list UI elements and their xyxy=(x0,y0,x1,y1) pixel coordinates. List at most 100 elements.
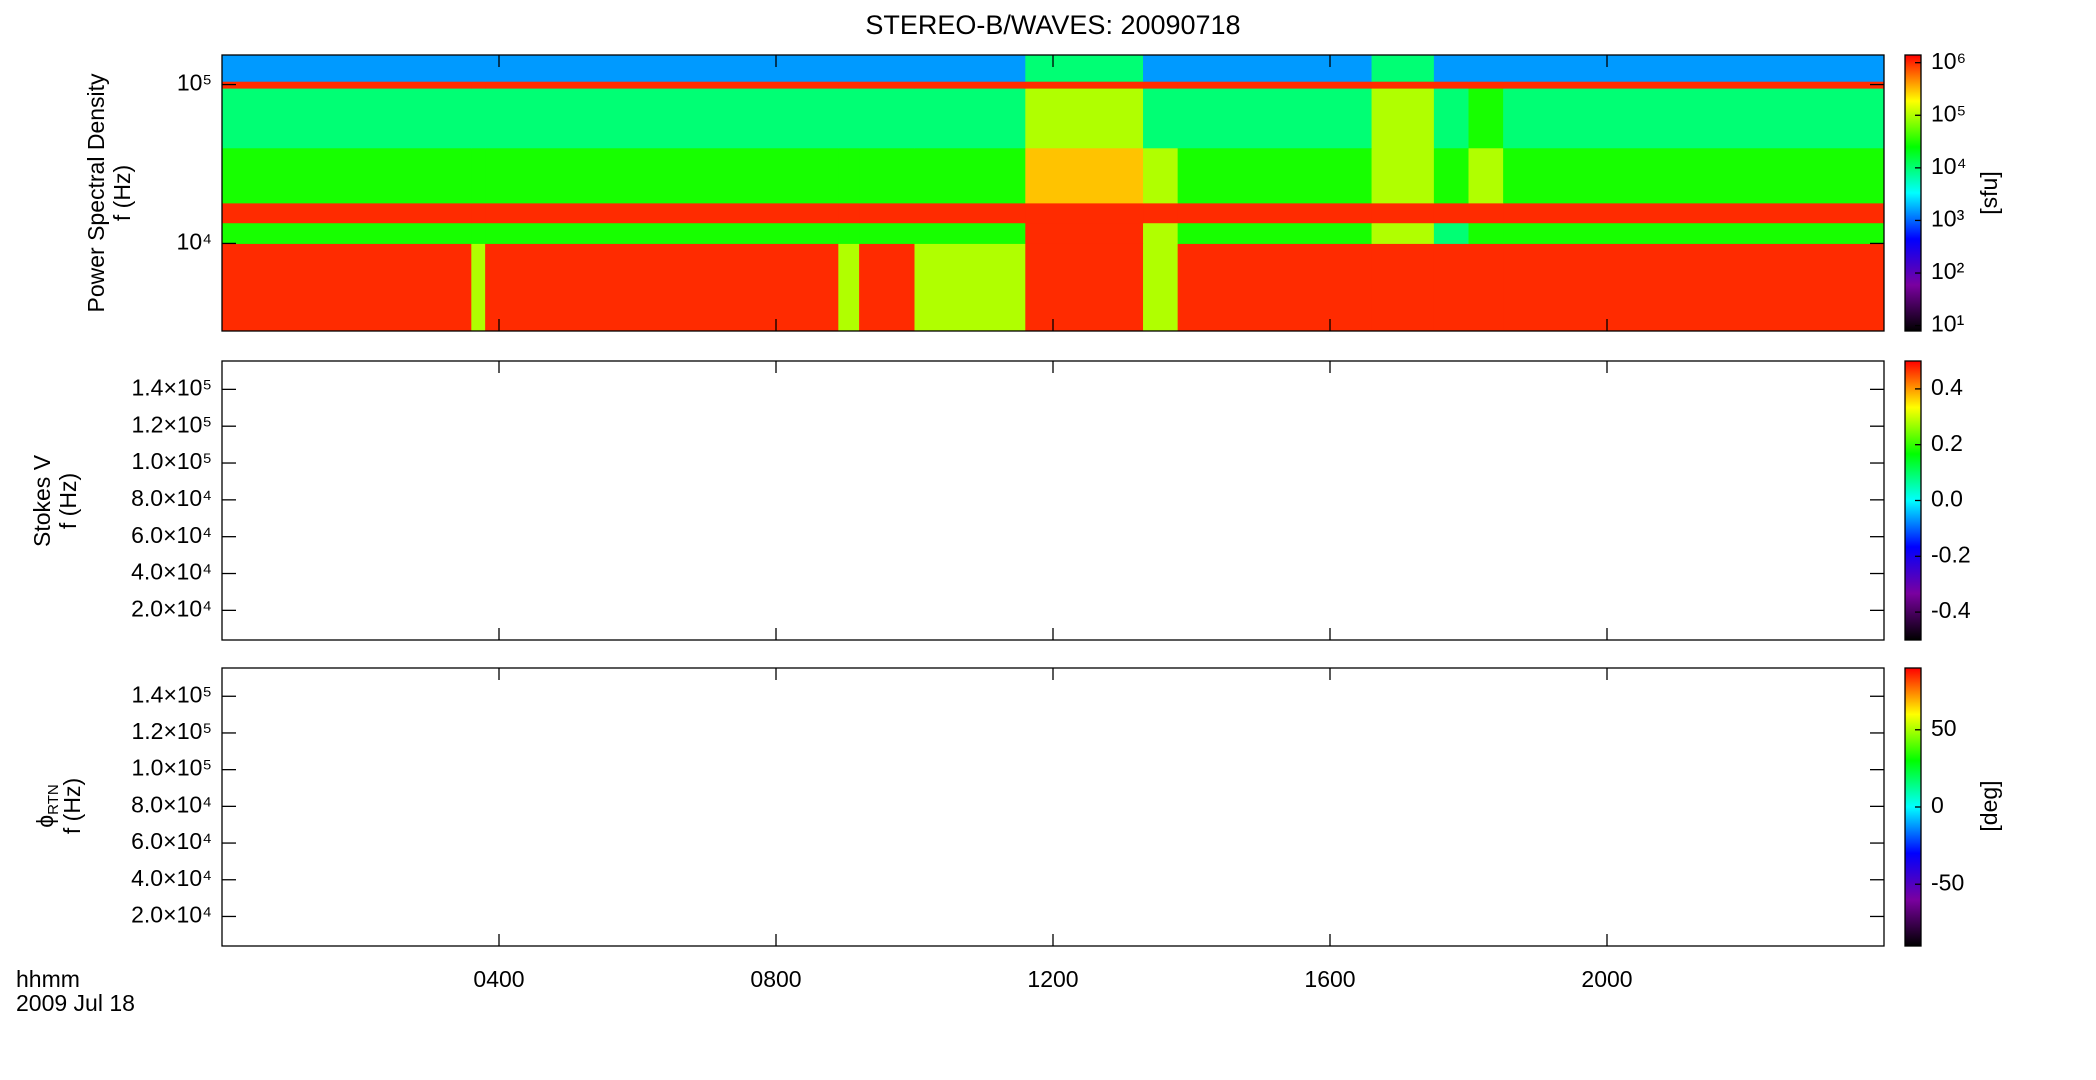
heatmap-cell xyxy=(838,88,860,149)
heatmap-cell xyxy=(914,243,1026,332)
heatmap-cell xyxy=(1468,81,1504,89)
heatmap-cell xyxy=(1503,243,1885,332)
heatmap-cell xyxy=(1025,202,1144,224)
colorbar-tick-label: 10⁶ xyxy=(1931,48,1966,74)
heatmap-cell xyxy=(222,55,472,82)
y-axis-label-group: f (Hz) xyxy=(55,473,81,529)
y-axis-label: ϕRTN xyxy=(32,784,62,827)
heatmap-cell xyxy=(1433,81,1469,89)
colorbar-tick-label: 10⁵ xyxy=(1931,100,1966,126)
heatmap-cell xyxy=(1143,88,1179,149)
y-tick-label: 6.0×10⁴ xyxy=(131,522,212,548)
y-tick-label: 1.4×10⁵ xyxy=(131,681,212,707)
heatmap-cell xyxy=(1503,222,1885,244)
heatmap-cell xyxy=(859,202,915,224)
heatmap-cell xyxy=(1177,147,1373,204)
y-axis-label-group: f (Hz) xyxy=(109,165,135,221)
heatmap-cell xyxy=(838,147,860,204)
heatmap-cell xyxy=(859,55,915,82)
heatmap-cell xyxy=(471,81,486,89)
heatmap-cell xyxy=(1503,81,1885,89)
heatmap-cell xyxy=(1177,243,1373,332)
y-tick-label: 2.0×10⁴ xyxy=(131,902,212,928)
heatmap-cell xyxy=(1025,222,1144,244)
y-axis-label: f (Hz) xyxy=(55,473,81,529)
x-tick-label: 1200 xyxy=(1027,966,1078,992)
heatmap-cell xyxy=(859,222,915,244)
y-tick-label: 1.0×10⁵ xyxy=(131,755,212,781)
heatmap-cell xyxy=(485,55,839,82)
heatmap-cell xyxy=(1371,81,1435,89)
heatmap-cell xyxy=(914,88,1026,149)
y-axis-label: f (Hz) xyxy=(59,778,85,834)
heatmap-cell xyxy=(1177,88,1373,149)
heatmap-cell xyxy=(1371,222,1435,244)
y-axis-label-group: f (Hz) xyxy=(59,778,85,834)
x-axis-label: hhmm xyxy=(16,966,80,992)
heatmap-cell xyxy=(914,222,1026,244)
heatmap-cell xyxy=(1468,88,1504,149)
heatmap-cell xyxy=(1433,147,1469,204)
colorbar-tick-label: 0.2 xyxy=(1931,430,1963,456)
y-axis-label-group: Power Spectral Density xyxy=(83,73,109,313)
heatmap-cell xyxy=(1371,88,1435,149)
colorbar-label-group: [deg] xyxy=(1976,780,2002,831)
y-tick-label: 10⁴ xyxy=(177,229,212,255)
y-tick-label: 10⁵ xyxy=(177,70,212,96)
y-tick-label: 1.0×10⁵ xyxy=(131,448,212,474)
plot-frame xyxy=(221,360,1885,641)
y-tick-label: 4.0×10⁴ xyxy=(131,865,212,891)
y-axis-label-group: Stokes V xyxy=(29,454,55,547)
heatmap-cell xyxy=(1433,243,1469,332)
heatmap-cell xyxy=(1143,202,1179,224)
heatmap-cell xyxy=(1143,55,1179,82)
heatmap-cell xyxy=(222,81,472,89)
y-tick-label: 1.4×10⁵ xyxy=(131,374,212,400)
heatmap-cell xyxy=(838,55,860,82)
y-axis-label: Power Spectral Density xyxy=(83,73,109,313)
colorbar-label: [deg] xyxy=(1976,780,2002,831)
heatmap-cell xyxy=(1025,88,1144,149)
heatmap-cell xyxy=(1371,202,1435,224)
heatmap-cell xyxy=(1177,202,1373,224)
heatmap-cell xyxy=(485,243,839,332)
y-tick-label: 2.0×10⁴ xyxy=(131,595,212,621)
heatmap-cell xyxy=(471,222,486,244)
colorbar-tick-label: -0.2 xyxy=(1931,541,1971,567)
heatmap-cell xyxy=(1468,55,1504,82)
x-tick-label: 1600 xyxy=(1304,966,1355,992)
y-tick-label: 8.0×10⁴ xyxy=(131,485,212,511)
heatmap-cell xyxy=(1468,202,1504,224)
figure-title: STEREO-B/WAVES: 20090718 xyxy=(865,10,1240,40)
y-tick-label: 1.2×10⁵ xyxy=(131,411,212,437)
heatmap-cell xyxy=(222,88,472,149)
heatmap-cell xyxy=(471,55,486,82)
heatmap-cell xyxy=(1143,147,1179,204)
colorbar-tick-label: 0 xyxy=(1931,792,1944,818)
colorbar-tick-label: 0.4 xyxy=(1931,374,1963,400)
heatmap-cell xyxy=(485,88,839,149)
colorbar-tick-label: 0.0 xyxy=(1931,486,1963,512)
colorbar-label: [sfu] xyxy=(1976,171,2002,214)
heatmap-cell xyxy=(1143,222,1179,244)
heatmap-cell xyxy=(471,147,486,204)
colorbar-tick-label: 50 xyxy=(1931,715,1957,741)
heatmap-cell xyxy=(859,243,915,332)
heatmap-cell xyxy=(859,88,915,149)
heatmap-cell xyxy=(1371,147,1435,204)
heatmap-cell xyxy=(1143,81,1179,89)
heatmap-cell xyxy=(1177,55,1373,82)
x-tick-label: 0800 xyxy=(750,966,801,992)
heatmap-cell xyxy=(1371,55,1435,82)
heatmap-cell xyxy=(859,81,915,89)
heatmap-cell xyxy=(1433,202,1469,224)
y-tick-label: 6.0×10⁴ xyxy=(131,828,212,854)
heatmap-cell xyxy=(1177,81,1373,89)
plot-frame xyxy=(221,667,1885,947)
y-axis-label-subscript: RTN xyxy=(45,784,62,815)
heatmap-cell xyxy=(1143,243,1179,332)
colorbar-tick-label: -0.4 xyxy=(1931,597,1971,623)
heatmap-cell xyxy=(1025,243,1144,332)
y-tick-label: 4.0×10⁴ xyxy=(131,559,212,585)
